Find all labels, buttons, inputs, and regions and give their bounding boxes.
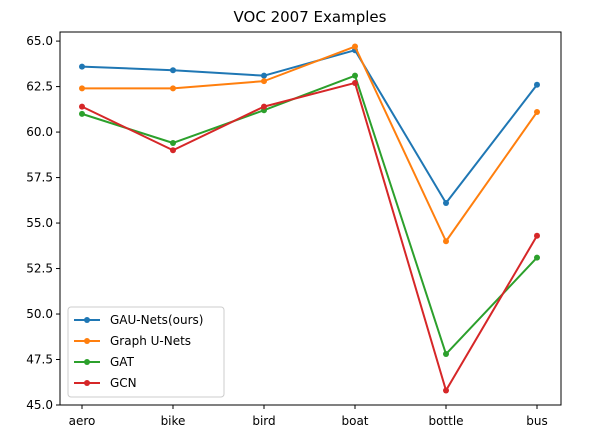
data-point (443, 238, 449, 245)
legend-box (67, 306, 225, 398)
series-3 (79, 79, 540, 394)
legend-marker (84, 380, 90, 386)
legend-marker (84, 359, 90, 365)
data-point (261, 72, 267, 79)
data-point (170, 147, 176, 154)
series-0 (79, 47, 540, 207)
y-axis: 45.0 47.5 50.0 52.5 55.0 57.5 60.0 62.5 65.0 (26, 34, 60, 412)
series-line (82, 45, 538, 243)
legend-marker (84, 338, 90, 344)
data-point (79, 85, 85, 92)
data-point (261, 103, 267, 110)
legend-item: GCN (74, 376, 137, 390)
y-tick-label: 65.0 (26, 34, 53, 48)
y-tick-label: 60.0 (26, 125, 53, 139)
series-layer (79, 43, 540, 394)
data-point (534, 81, 540, 88)
y-tick-label: 47.5 (26, 353, 53, 367)
y-tick-label: 50.0 (26, 307, 53, 321)
data-point (534, 232, 540, 239)
series-2 (79, 72, 540, 358)
data-point (443, 351, 449, 358)
data-point (170, 67, 176, 74)
y-tick-label: 55.0 (26, 216, 53, 230)
legend: GAU-Nets(ours) Graph U-Nets GAT GCN (67, 306, 225, 398)
data-point (79, 110, 85, 117)
series-line (81, 81, 538, 392)
legend-label: GAT (110, 355, 135, 369)
x-tick-label: bottle (428, 414, 463, 428)
plot-frame (59, 31, 562, 406)
x-tick-label: bike (161, 414, 186, 428)
x-tick-label: aero (69, 414, 96, 428)
x-axis: aero bike bird boat bottle bus (69, 405, 548, 428)
legend-marker (84, 317, 90, 323)
data-point (352, 43, 358, 50)
legend-item: GAU-Nets(ours) (74, 313, 203, 327)
series-1 (79, 43, 540, 245)
legend-item: Graph U-Nets (74, 334, 191, 348)
x-tick-label: bus (526, 414, 547, 428)
legend-label: GAU-Nets(ours) (110, 313, 203, 327)
chart-title: VOC 2007 Examples (234, 8, 387, 26)
x-tick-label: boat (341, 414, 368, 428)
data-point (352, 79, 358, 86)
data-point (261, 78, 267, 85)
data-point (534, 254, 540, 261)
series-line (81, 49, 538, 205)
y-tick-label: 62.5 (26, 80, 53, 94)
data-point (79, 103, 85, 110)
data-point (352, 72, 358, 79)
series-line (81, 74, 538, 356)
data-point (79, 63, 85, 70)
legend-label: Graph U-Nets (110, 334, 191, 348)
y-tick-label: 45.0 (26, 398, 53, 412)
data-point (443, 200, 449, 207)
legend-label: GCN (110, 376, 137, 390)
data-point (443, 387, 449, 394)
data-point (170, 139, 176, 146)
data-point (170, 85, 176, 92)
legend-item: GAT (74, 355, 135, 369)
data-point (534, 109, 540, 116)
y-tick-label: 57.5 (26, 171, 53, 185)
y-tick-label: 52.5 (26, 262, 53, 276)
x-tick-label: bird (252, 414, 275, 428)
